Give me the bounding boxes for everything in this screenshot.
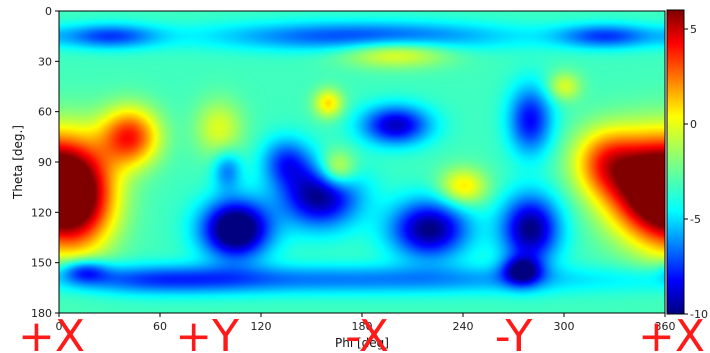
x-tick-label: 120 xyxy=(251,320,272,333)
face-label: +Y xyxy=(175,311,239,353)
y-tick-label: 90 xyxy=(38,156,52,169)
colorbar xyxy=(666,9,685,315)
face-label: -X xyxy=(345,311,389,353)
face-label: +X xyxy=(18,311,85,353)
heatmap-image xyxy=(59,11,665,313)
x-tick-label: 360 xyxy=(655,320,676,333)
x-axis-ticks: 0 60 120 180 240 300 360 xyxy=(56,313,676,333)
colorbar-ticks: 5 0 -5 -10 xyxy=(684,23,708,321)
y-axis-label: Theta [deg.] xyxy=(11,125,25,200)
face-label: +X xyxy=(638,311,705,353)
y-tick-label: 30 xyxy=(38,55,52,68)
y-tick-label: 0 xyxy=(45,5,52,18)
colorbar-tick-label: 0 xyxy=(690,118,697,131)
y-tick-label: 60 xyxy=(38,106,52,119)
x-tick-label: 180 xyxy=(352,320,373,333)
y-tick-label: 150 xyxy=(31,257,52,270)
x-tick-label: 300 xyxy=(554,320,575,333)
x-axis-label: Phi [deg] xyxy=(335,336,389,350)
colorbar-tick-label: 5 xyxy=(690,23,697,36)
face-labels: +X +Y -X -Y +X xyxy=(18,311,705,353)
x-tick-label: 0 xyxy=(56,320,63,333)
colorbar-tick-label: -10 xyxy=(690,308,708,321)
y-tick-label: 120 xyxy=(31,206,52,219)
y-tick-label: 180 xyxy=(31,307,52,320)
x-tick-label: 240 xyxy=(453,320,474,333)
y-axis-ticks: 0 30 60 90 120 150 180 xyxy=(31,5,59,320)
face-label: -Y xyxy=(495,311,533,353)
x-tick-label: 60 xyxy=(153,320,167,333)
colorbar-tick-label: -5 xyxy=(690,213,701,226)
